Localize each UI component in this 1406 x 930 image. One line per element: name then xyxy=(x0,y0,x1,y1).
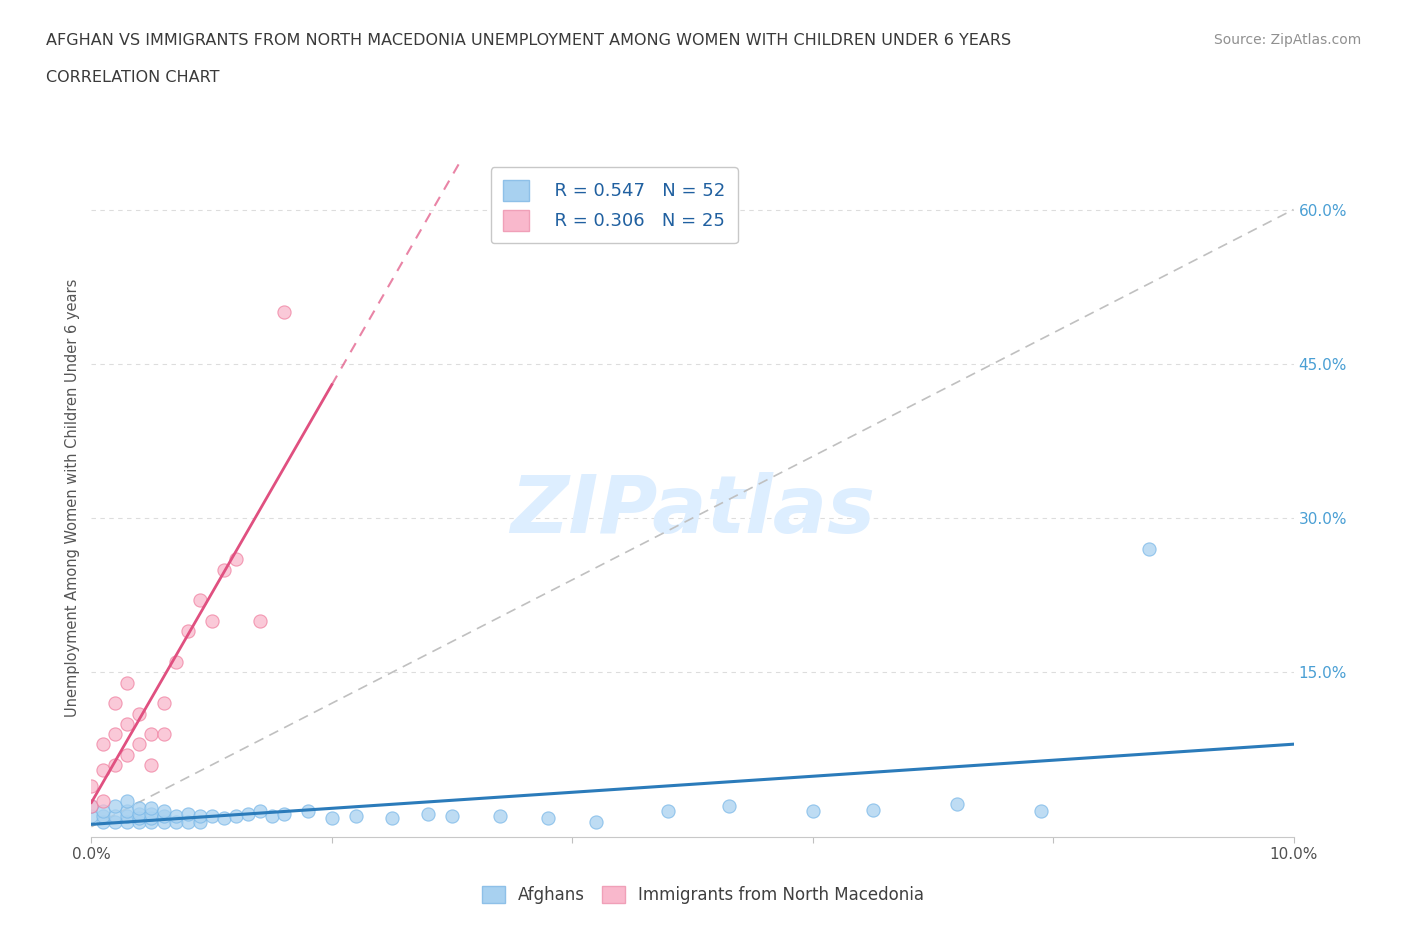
Y-axis label: Unemployment Among Women with Children Under 6 years: Unemployment Among Women with Children U… xyxy=(65,278,80,717)
Legend:   R = 0.547   N = 52,   R = 0.306   N = 25: R = 0.547 N = 52, R = 0.306 N = 25 xyxy=(491,167,738,243)
Point xyxy=(128,706,150,721)
Point xyxy=(152,696,174,711)
Point xyxy=(152,726,174,741)
Point xyxy=(117,675,139,690)
Point xyxy=(297,804,319,818)
Point xyxy=(212,811,235,826)
Point xyxy=(537,811,560,826)
Point xyxy=(1137,541,1160,556)
Point xyxy=(80,778,103,793)
Point xyxy=(128,811,150,826)
Text: CORRELATION CHART: CORRELATION CHART xyxy=(46,70,219,85)
Text: AFGHAN VS IMMIGRANTS FROM NORTH MACEDONIA UNEMPLOYMENT AMONG WOMEN WITH CHILDREN: AFGHAN VS IMMIGRANTS FROM NORTH MACEDONI… xyxy=(46,33,1011,47)
Point xyxy=(80,799,103,814)
Point xyxy=(273,807,295,822)
Legend: Afghans, Immigrants from North Macedonia: Afghans, Immigrants from North Macedonia xyxy=(475,879,931,910)
Point xyxy=(188,593,211,608)
Point xyxy=(93,737,115,751)
Point xyxy=(93,804,115,818)
Point xyxy=(862,803,884,817)
Point xyxy=(128,814,150,829)
Point xyxy=(117,748,139,763)
Point xyxy=(946,797,969,812)
Point xyxy=(104,809,127,824)
Point xyxy=(128,807,150,822)
Point xyxy=(128,801,150,816)
Point xyxy=(201,614,224,629)
Text: Source: ZipAtlas.com: Source: ZipAtlas.com xyxy=(1213,33,1361,46)
Point xyxy=(141,758,163,773)
Point xyxy=(176,807,198,822)
Point xyxy=(249,804,271,818)
Point xyxy=(104,799,127,814)
Point xyxy=(141,807,163,822)
Point xyxy=(249,614,271,629)
Point xyxy=(128,737,150,751)
Point xyxy=(188,809,211,824)
Point xyxy=(117,804,139,818)
Point xyxy=(188,814,211,829)
Point xyxy=(117,716,139,731)
Point xyxy=(585,814,607,829)
Point xyxy=(152,804,174,818)
Point xyxy=(93,763,115,777)
Point xyxy=(1029,804,1052,818)
Point xyxy=(176,624,198,639)
Point xyxy=(176,814,198,829)
Point xyxy=(273,305,295,320)
Point xyxy=(104,726,127,741)
Point xyxy=(801,804,824,818)
Point xyxy=(152,814,174,829)
Point xyxy=(225,551,247,566)
Point xyxy=(93,793,115,808)
Point xyxy=(104,814,127,829)
Point xyxy=(344,809,367,824)
Text: ZIPatlas: ZIPatlas xyxy=(510,472,875,551)
Point xyxy=(236,807,259,822)
Point xyxy=(489,809,512,824)
Point xyxy=(165,655,187,670)
Point xyxy=(152,809,174,824)
Point xyxy=(80,809,103,824)
Point xyxy=(165,814,187,829)
Point xyxy=(165,809,187,824)
Point xyxy=(321,811,343,826)
Point xyxy=(381,811,404,826)
Point xyxy=(104,758,127,773)
Point xyxy=(201,809,224,824)
Point xyxy=(93,809,115,824)
Point xyxy=(212,562,235,577)
Point xyxy=(717,799,740,814)
Point xyxy=(80,799,103,814)
Point xyxy=(104,696,127,711)
Point xyxy=(117,809,139,824)
Point xyxy=(260,809,283,824)
Point xyxy=(93,814,115,829)
Point xyxy=(416,807,439,822)
Point xyxy=(141,814,163,829)
Point xyxy=(657,804,679,818)
Point xyxy=(225,809,247,824)
Point xyxy=(141,811,163,826)
Point xyxy=(440,809,463,824)
Point xyxy=(117,793,139,808)
Point xyxy=(141,801,163,816)
Point xyxy=(141,726,163,741)
Point xyxy=(117,814,139,829)
